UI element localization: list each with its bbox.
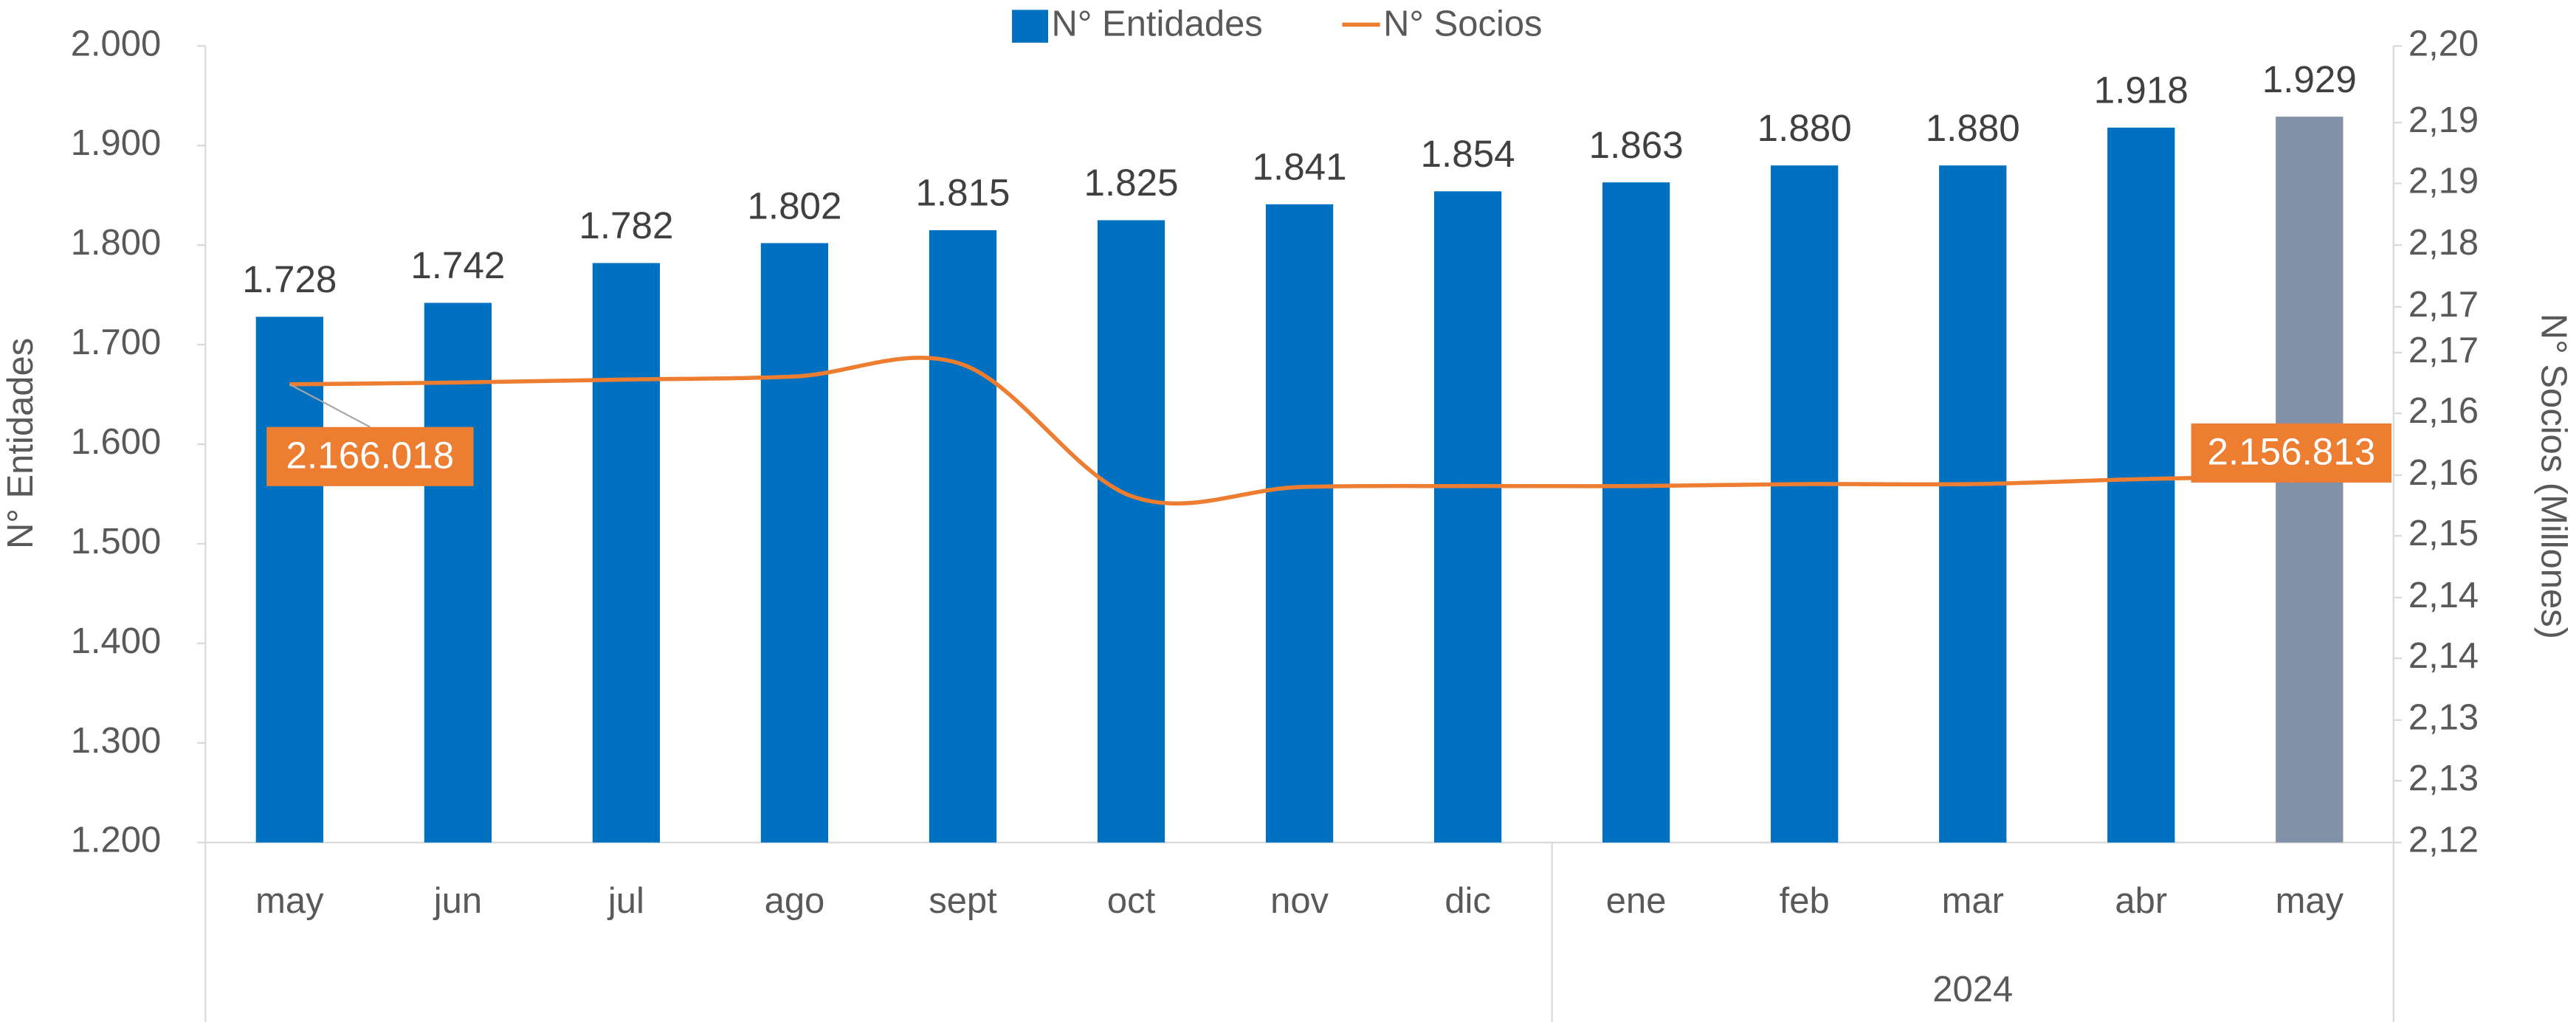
data-label: 1.815 — [915, 172, 1010, 214]
data-label: 1.728 — [242, 258, 337, 300]
x-tick-label: sept — [929, 881, 997, 921]
y-axis-title: N° Entidades — [1, 338, 41, 549]
data-label: 1.863 — [1589, 124, 1684, 166]
bar — [424, 303, 492, 843]
x-tick-label: feb — [1780, 881, 1830, 921]
y-tick-label: 1.600 — [71, 422, 162, 462]
data-label: 1.841 — [1253, 146, 1347, 188]
bar — [929, 229, 997, 843]
bar — [1939, 165, 2007, 843]
annotation-box — [266, 427, 474, 486]
annotation-leader — [289, 383, 371, 428]
y-tick-label: 1.900 — [71, 123, 162, 163]
y2-tick-label: 2,17 — [2408, 331, 2479, 370]
y2-tick-label: 2,12 — [2408, 821, 2479, 860]
y-tick-label: 1.700 — [71, 322, 162, 362]
bar — [592, 263, 661, 843]
data-label: 1.742 — [410, 244, 505, 286]
legend-swatch — [1012, 10, 1049, 43]
annotation-label: 2.166.018 — [286, 434, 455, 476]
x-group-label: 2024 — [1932, 970, 2013, 1009]
data-label: 1.918 — [2094, 69, 2188, 111]
data-label: 1.880 — [1926, 107, 2020, 149]
bar — [1265, 204, 1334, 843]
data-label: 1.854 — [1421, 133, 1515, 175]
y2-tick-label: 2,19 — [2408, 161, 2479, 201]
line — [289, 355, 2310, 506]
y2-tick-label: 2,15 — [2408, 514, 2479, 553]
y-tick-label: 1.800 — [71, 223, 162, 263]
data-label: 1.929 — [2262, 58, 2357, 100]
y-tick-label: 1.300 — [71, 721, 162, 761]
x-tick-label: dic — [1444, 881, 1491, 921]
legend-label: N° Socios — [1383, 4, 1542, 44]
data-label: 1.802 — [747, 184, 841, 227]
y-tick-label: 1.400 — [71, 621, 162, 661]
y2-tick-label: 2,17 — [2408, 285, 2479, 325]
x-tick-label: may — [2276, 881, 2344, 921]
legend-label: N° Entidades — [1052, 4, 1263, 44]
x-tick-label: may — [255, 881, 324, 921]
y2-axis-title: N° Socios (Millones) — [2534, 314, 2574, 639]
x-tick-label: ene — [1606, 881, 1667, 921]
bar — [1433, 191, 1502, 843]
y2-tick-label: 2,20 — [2408, 24, 2479, 63]
data-label: 1.825 — [1084, 162, 1179, 204]
x-tick-label: oct — [1107, 881, 1156, 921]
data-label: 1.880 — [1757, 107, 1852, 149]
x-tick-label: jul — [607, 881, 644, 921]
y2-tick-label: 2,16 — [2408, 453, 2479, 493]
y2-tick-label: 2,18 — [2408, 223, 2479, 263]
y2-tick-label: 2,19 — [2408, 100, 2479, 140]
x-tick-label: mar — [1942, 881, 2004, 921]
x-tick-label: nov — [1270, 881, 1329, 921]
y-tick-label: 2.000 — [71, 24, 162, 63]
bar — [255, 317, 323, 843]
y2-tick-label: 2,14 — [2408, 576, 2479, 615]
bar — [760, 243, 829, 843]
y-tick-label: 1.200 — [71, 821, 162, 860]
data-label: 1.782 — [579, 204, 673, 246]
x-tick-label: abr — [2115, 881, 2167, 921]
annotation-label: 2.156.813 — [2208, 431, 2376, 473]
x-tick-label: jun — [433, 881, 482, 921]
y-tick-label: 1.500 — [71, 522, 162, 562]
bar — [2107, 127, 2175, 843]
x-tick-label: ago — [765, 881, 825, 921]
bar — [1097, 220, 1165, 843]
y2-tick-label: 2,13 — [2408, 759, 2479, 798]
bar — [1602, 182, 1670, 843]
annotation-box — [2191, 423, 2392, 483]
bar — [1771, 165, 1839, 843]
y2-tick-label: 2,16 — [2408, 391, 2479, 431]
y2-tick-label: 2,14 — [2408, 636, 2479, 676]
y2-tick-label: 2,13 — [2408, 698, 2479, 738]
